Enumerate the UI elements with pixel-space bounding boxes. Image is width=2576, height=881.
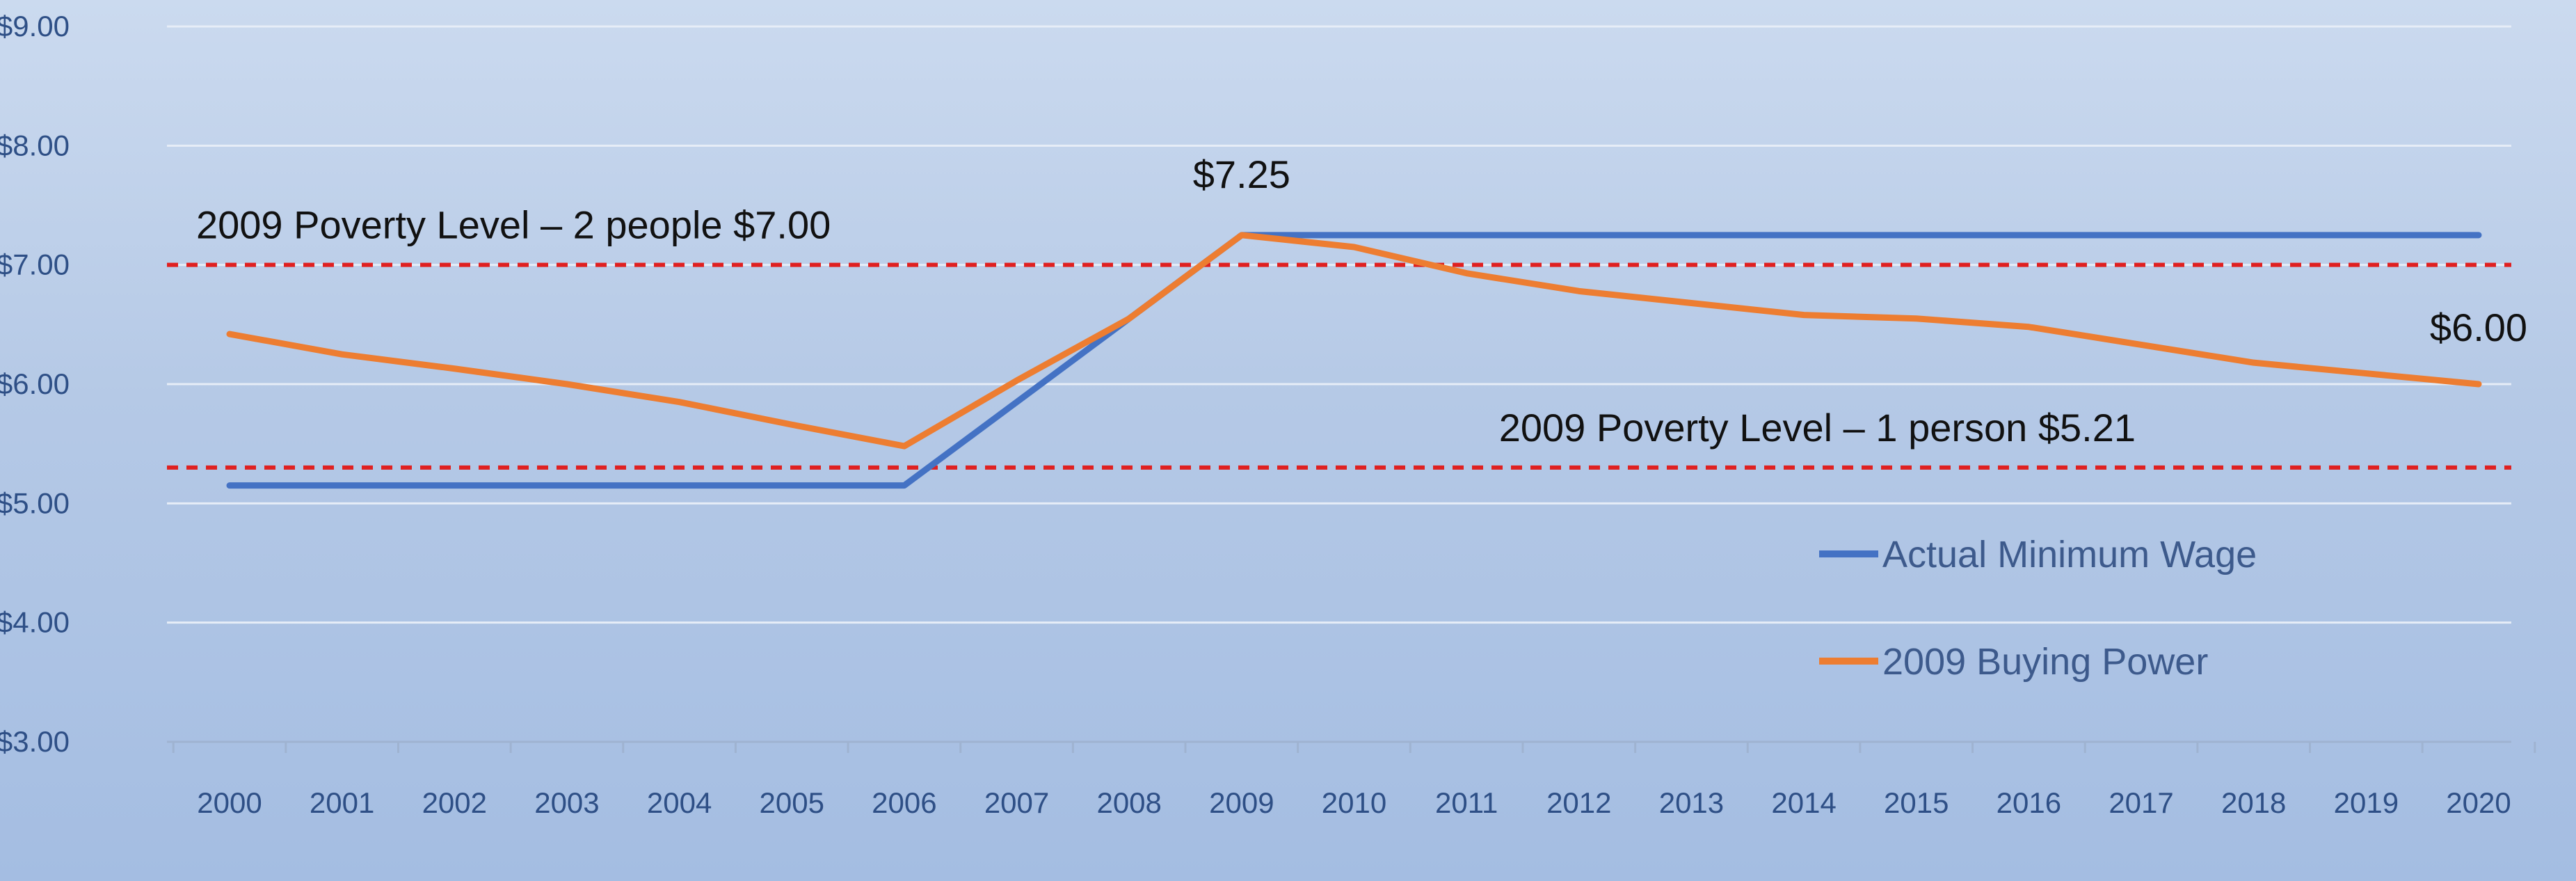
x-axis: 2000 2001 2002 2003 2004 2005 2006 2007 2008 2009…: [172, 742, 2536, 819]
x-tick-label: 2003: [534, 786, 599, 819]
x-tick-label: 2015: [1884, 786, 1949, 819]
y-tick-label: $9.00: [0, 10, 70, 42]
x-tick-label: 2018: [2221, 786, 2286, 819]
legend: Actual Minimum Wage 2009 Buying Power: [1819, 534, 2257, 683]
x-tick-label: 2020: [2446, 786, 2511, 819]
series-line-buying-power: [226, 232, 2482, 450]
x-tick-label: 2008: [1096, 786, 1161, 819]
gridlines: [167, 25, 2511, 743]
y-tick-label: $4.00: [0, 606, 70, 639]
annotations: $7.25 $6.00: [1193, 152, 2527, 349]
y-tick-label: $3.00: [0, 725, 70, 758]
legend-entry: 2009 Buying Power: [1882, 641, 2208, 683]
x-tick-label: 2010: [1322, 786, 1386, 819]
y-tick-label: $6.00: [0, 367, 70, 400]
reference-lines: 2009 Poverty Level – 2 people $7.00 2009 …: [167, 203, 2511, 470]
x-tick-label: 2019: [2334, 786, 2399, 819]
x-tick-label: 2013: [1659, 786, 1724, 819]
x-tick-label: 2004: [647, 786, 712, 819]
x-tick-label: 2001: [310, 786, 374, 819]
y-tick-label: $8.00: [0, 129, 70, 161]
x-tick-label: 2011: [1435, 786, 1498, 819]
data-annotation: $6.00: [2430, 305, 2527, 349]
series-line-actual-minimum-wage: [226, 232, 2482, 489]
y-tick-label: $5.00: [0, 486, 70, 519]
x-tick-label: 2012: [1546, 786, 1611, 819]
x-tick-label: 2016: [1997, 786, 2061, 819]
x-tick-label: 2005: [760, 786, 824, 819]
poverty-line-label: 2009 Poverty Level – 1 person $5.21: [1499, 406, 2136, 450]
data-annotation: $7.25: [1193, 152, 1290, 196]
y-tick-label: $7.00: [0, 248, 70, 281]
y-axis: $3.00 $4.00 $5.00 $6.00 $7.00 $8.00 $9.00: [0, 10, 70, 758]
series-lines: [226, 232, 2482, 489]
x-tick-label: 2000: [197, 786, 262, 819]
x-tick-label: 2014: [1771, 786, 1836, 819]
x-tick-label: 2007: [984, 786, 1049, 819]
x-tick-label: 2009: [1209, 786, 1274, 819]
x-tick-label: 2002: [422, 786, 487, 819]
poverty-line-label: 2009 Poverty Level – 2 people $7.00: [196, 203, 831, 247]
legend-entry: Actual Minimum Wage: [1882, 534, 2257, 576]
x-tick-label: 2006: [872, 786, 936, 819]
x-tick-label: 2017: [2109, 786, 2173, 819]
